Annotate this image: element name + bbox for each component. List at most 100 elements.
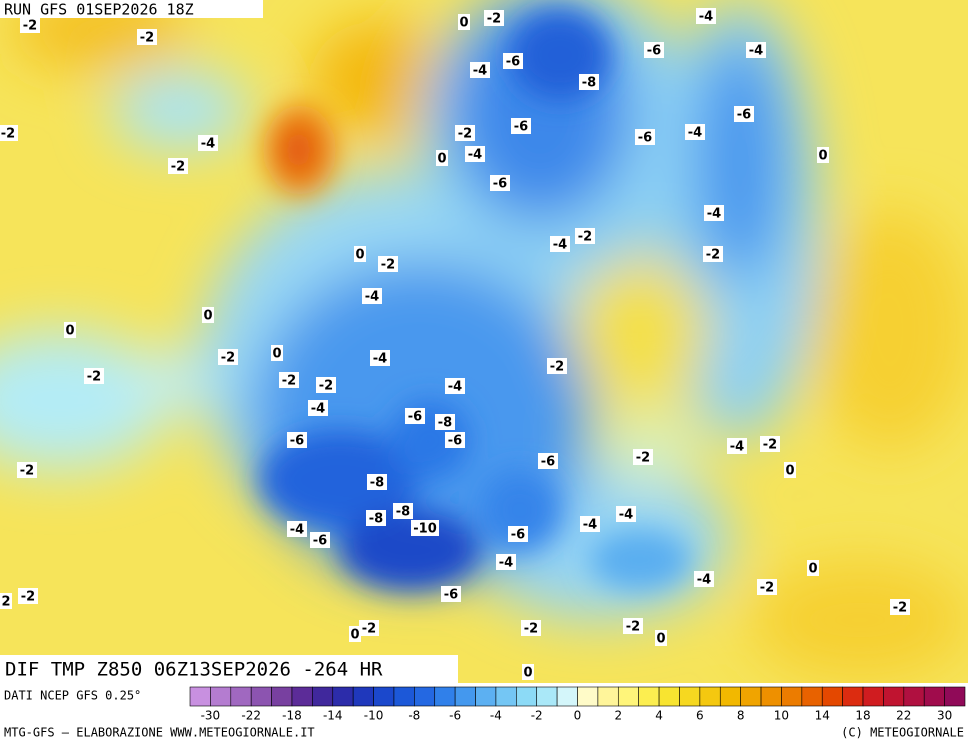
colorbar-swatch [699, 686, 721, 707]
contour-label: -6 [514, 120, 528, 135]
colorbar-swatch [516, 686, 538, 707]
colorbar-tick-label: -18 [282, 709, 302, 723]
contour-label: 0 [523, 666, 532, 681]
contour-label-box [445, 378, 465, 394]
contour-label-box [522, 664, 534, 680]
colorbar-tick-label: 2 [614, 709, 622, 723]
contour-label: 0 [203, 309, 212, 324]
contour-label-box [279, 372, 299, 388]
contour-label-box [64, 322, 76, 338]
colorbar-tick-label: -8 [408, 709, 420, 723]
contour-label-box [354, 246, 366, 262]
contour-label-box [496, 554, 516, 570]
contour-label-box [411, 520, 439, 536]
contour-label-box [367, 474, 387, 490]
contour-label: 0 [272, 347, 281, 362]
colorbar-tick-label: -14 [323, 709, 343, 723]
colorbar-tick-label: -2 [531, 709, 543, 723]
contour-label: 0 [459, 16, 468, 31]
contour-label-box [484, 10, 504, 26]
contour-label-box [696, 8, 716, 24]
contour-label-box [503, 53, 523, 69]
colorbar-swatch [719, 686, 741, 707]
colorbar-swatch [230, 686, 252, 707]
colorbar-swatch [312, 686, 334, 707]
contour-label-box [644, 42, 664, 58]
contour-label: -4 [583, 518, 597, 533]
colorbar-swatch [189, 686, 211, 707]
colorbar-tick-label: 6 [696, 709, 704, 723]
colorbar-tick-label: 0 [574, 709, 582, 723]
colorbar-swatch [210, 686, 232, 707]
contour-label: -2 [23, 19, 37, 34]
contour-label-box [310, 532, 330, 548]
contour-label: -2 [458, 127, 472, 142]
contour-label-box [579, 74, 599, 90]
contour-label: -4 [448, 380, 462, 395]
contour-label-box [694, 571, 714, 587]
map-title: DIF TMP Z850 06Z13SEP2026 -264 HR [5, 659, 383, 681]
contour-label: 0 [350, 628, 359, 643]
contour-label-box [17, 462, 37, 478]
contour-label-box [378, 256, 398, 272]
colorbar-swatch [556, 686, 578, 707]
colorbar-swatch [801, 686, 823, 707]
colorbar-swatch [679, 686, 701, 707]
contour-label-box [521, 620, 541, 636]
colorbar-swatch [536, 686, 558, 707]
contour-label: -6 [638, 131, 652, 146]
contour-label: -2 [20, 464, 34, 479]
contour-label-box [655, 630, 667, 646]
credits: MTG-GFS — ELABORAZIONE WWW.METEOGIORNALE… [4, 726, 315, 740]
contour-label-box [538, 453, 558, 469]
contour-label: -4 [707, 207, 721, 222]
colorbar-swatch [781, 686, 803, 707]
contour-label: 0 [656, 632, 665, 647]
contour-labels: -2-20 -2 -4-6-4-6 -4-8-2-4-2-2 -6-6 -4-60 -4 0-… [0, 8, 910, 681]
contour-label: 0 [65, 324, 74, 339]
contour-label-box [547, 358, 567, 374]
contour-label: -2 [140, 31, 154, 46]
contour-label: -2 [760, 581, 774, 596]
contour-label: 0 [437, 152, 446, 167]
colorbar-tick-label: 4 [655, 709, 663, 723]
contour-label: -4 [688, 126, 702, 141]
contour-label: -2 [524, 622, 538, 637]
contour-label: 0 [818, 149, 827, 164]
contour-label-box [84, 368, 104, 384]
contour-label: -2 [362, 622, 376, 637]
colorbar-tick-label: -10 [364, 709, 384, 723]
contour-label-box [271, 345, 283, 361]
source-label: DATI NCEP GFS 0.25° [4, 689, 141, 703]
contour-label: -2 [578, 230, 592, 245]
contour-label: -6 [511, 528, 525, 543]
contour-label: -2 [319, 379, 333, 394]
contour-label: -4 [201, 137, 215, 152]
colorbar-swatch [332, 686, 354, 707]
colorbar-swatch [577, 686, 599, 707]
contour-label-box [550, 236, 570, 252]
colorbar-swatch [291, 686, 313, 707]
contour-label-box [455, 125, 475, 141]
contour-label-box [575, 228, 595, 244]
contour-label: -8 [396, 505, 410, 520]
contour-label-box [308, 400, 328, 416]
colorbar-tick-label: 10 [774, 709, 789, 723]
contour-label-box [633, 449, 653, 465]
colorbar-swatch [760, 686, 782, 707]
contour-label-box [393, 503, 413, 519]
colorbar-swatch [414, 686, 436, 707]
colorbar-tick-label: -4 [490, 709, 502, 723]
contour-label-box [287, 432, 307, 448]
contour-label: -6 [737, 108, 751, 123]
contour-label: -10 [413, 522, 437, 537]
contour-label-box [757, 579, 777, 595]
colorbar: -30 -22 -18 -14 -10 -8 -6 -4 -2 0 2 4 6 8 10 14 18 22 30 [189, 686, 966, 723]
colorbar-swatch [434, 686, 456, 707]
contour-label: -4 [619, 508, 633, 523]
contour-label-box [137, 29, 157, 45]
contour-label-box [703, 246, 723, 262]
contour-label: -4 [473, 64, 487, 79]
colorbar-swatch [638, 686, 660, 707]
